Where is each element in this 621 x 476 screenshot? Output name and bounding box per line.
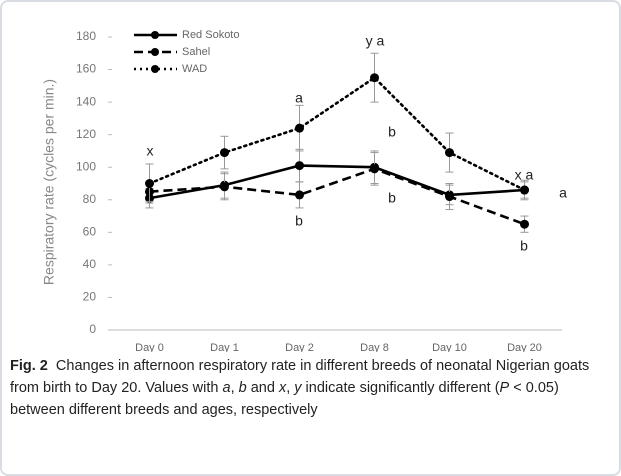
x-tick-label: Day 0 xyxy=(135,342,164,352)
annotation: y a xyxy=(366,33,385,49)
data-point xyxy=(370,164,379,174)
data-point xyxy=(445,148,454,158)
annotation: b xyxy=(388,124,396,140)
caption-text: , xyxy=(286,380,295,396)
data-point xyxy=(145,179,154,188)
caption-text: P xyxy=(499,380,510,396)
y-tick-label: 80 xyxy=(83,192,97,206)
legend-marker xyxy=(151,31,159,39)
caption-text: y xyxy=(294,380,302,396)
y-tick-label: 140 xyxy=(76,94,96,108)
legend-label: Red Sokoto xyxy=(182,29,239,41)
x-tick-label: Day 8 xyxy=(360,342,389,352)
x-tick-label: Day 10 xyxy=(432,342,467,352)
y-tick-label: 120 xyxy=(76,127,96,141)
caption-text: Changes in afternoon respiratory rate in… xyxy=(10,358,594,396)
caption-text: , xyxy=(230,380,239,396)
series-line xyxy=(148,76,526,192)
y-tick-label: 60 xyxy=(83,225,97,239)
y-tick-label: 160 xyxy=(76,62,96,76)
x-tick-label: Day 20 xyxy=(507,342,542,352)
y-tick-label: 20 xyxy=(83,290,97,304)
y-tick-label: 180 xyxy=(76,29,96,43)
data-point xyxy=(295,190,304,200)
annotation: b xyxy=(520,238,528,254)
legend-label: Sahel xyxy=(182,46,210,58)
caption-text: x xyxy=(278,380,287,396)
data-point xyxy=(445,192,454,202)
annotation: x xyxy=(147,143,154,159)
series-line xyxy=(149,167,525,226)
caption-text: b xyxy=(238,380,247,396)
annotation: b xyxy=(295,213,303,229)
data-point xyxy=(520,219,529,229)
caption: Fig. 2 Changes in afternoon respiratory … xyxy=(10,355,610,421)
annotation: b xyxy=(388,190,396,206)
legend-label: WAD xyxy=(182,63,207,75)
data-point xyxy=(295,161,304,171)
legend-marker xyxy=(151,65,159,73)
caption-text: and xyxy=(246,380,279,396)
x-tick-label: Day 1 xyxy=(210,342,239,352)
annotation: a xyxy=(559,185,567,201)
caption-text: indicate significantly different ( xyxy=(301,380,500,396)
annotation: a xyxy=(295,90,303,106)
data-point xyxy=(220,148,229,158)
y-tick-label: 100 xyxy=(76,159,96,173)
y-tick-label: 40 xyxy=(83,257,97,271)
data-point xyxy=(220,182,229,192)
legend-marker xyxy=(151,48,159,56)
data-point xyxy=(295,123,304,133)
x-tick-label: Day 2 xyxy=(285,342,314,352)
annotation: x a xyxy=(515,167,534,183)
chart: Respiratory rate (cycles per min.) 0 20 40… xyxy=(41,29,567,354)
y-axis-label: Respiratory rate (cycles per min.) xyxy=(41,79,57,285)
caption-text: a xyxy=(222,380,231,396)
y-tick-label: 0 xyxy=(89,322,96,336)
data-point xyxy=(370,73,379,83)
caption-title: Fig. 2 xyxy=(10,358,48,374)
data-point xyxy=(520,185,529,195)
caption-text: < 0.05) between different breeds and age… xyxy=(10,380,563,418)
